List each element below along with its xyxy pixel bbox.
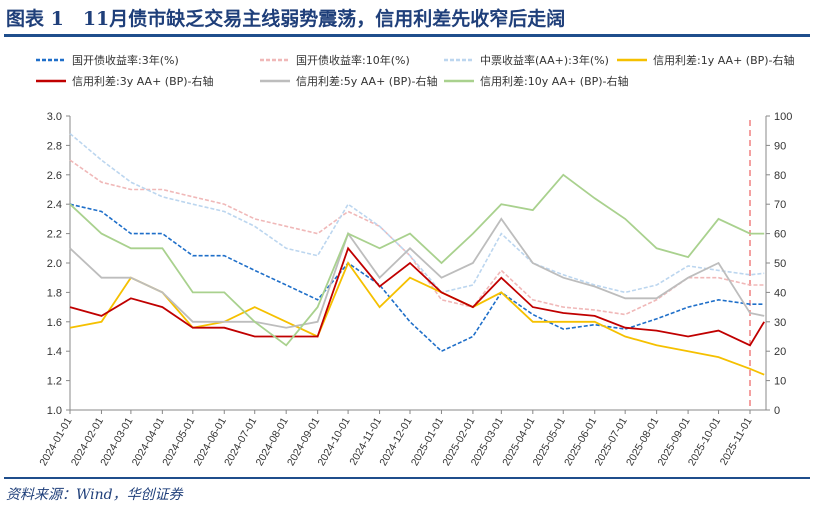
y-right-tick-label: 70 [774,199,786,211]
y-right-tick-label: 40 [774,287,786,299]
legend-label: 信用利差:5y AA+ (BP)-右轴 [296,74,438,88]
series-line-3 [69,261,765,376]
y-left-tick-label: 1.0 [47,405,62,417]
series-line-6 [69,173,765,347]
y-left-tick-label: 1.6 [47,317,62,329]
series-line-4 [69,246,765,347]
title-rule [4,34,810,37]
y-left-tick-label: 1.4 [47,346,62,358]
y-right-tick-label: 10 [774,376,786,388]
y-right-tick-label: 50 [774,258,786,270]
y-left-tick-label: 1.8 [47,287,62,299]
series-line-5 [69,217,765,329]
legend-label: 信用利差:3y AA+ (BP)-右轴 [72,74,214,88]
legend-label: 国开债收益率:10年(%) [296,53,410,67]
y-left-tick-label: 1.2 [47,376,62,388]
y-right-tick-label: 0 [774,405,780,417]
y-right-tick-label: 80 [774,170,786,182]
x-tick-label: 2025-11-01 [718,415,755,467]
y-left-tick-label: 3.0 [47,111,62,123]
source-rule [4,477,810,479]
series-line-0 [69,203,765,353]
y-right-tick-label: 20 [774,346,786,358]
y-left-tick-label: 2.4 [47,199,62,211]
legend-label: 中票收益率(AA+):3年(%) [480,53,609,67]
chart: 1.0 1.2 1.4 1.6 1.8 2.0 2.2 2.4 2.6 2.8 3.0 0 10 20 30… [36,53,795,468]
y-left-tick-label: 2.6 [47,170,62,182]
series-line-1 [69,159,765,316]
legend-label: 信用利差:10y AA+ (BP)-右轴 [480,74,629,88]
y-left-tick-label: 2.8 [47,140,62,152]
y-left-tick-label: 2.0 [47,258,62,270]
y-right-tick-label: 100 [774,111,792,123]
legend-label: 信用利差:1y AA+ (BP)-右轴 [653,53,795,67]
y-right-tick-label: 90 [774,140,786,152]
y-right-tick-label: 30 [774,317,786,329]
series-line-2 [69,132,765,294]
source-note: 资料来源：Wind，华创证券 [6,487,183,503]
legend-label: 国开债收益率:3年(%) [72,53,179,67]
figure-title: 图表 1 11月债市缺乏交易主线弱势震荡，信用利差先收窄后走阔 [6,8,566,30]
y-left-tick-label: 2.2 [47,229,62,241]
y-right-tick-label: 60 [774,229,786,241]
